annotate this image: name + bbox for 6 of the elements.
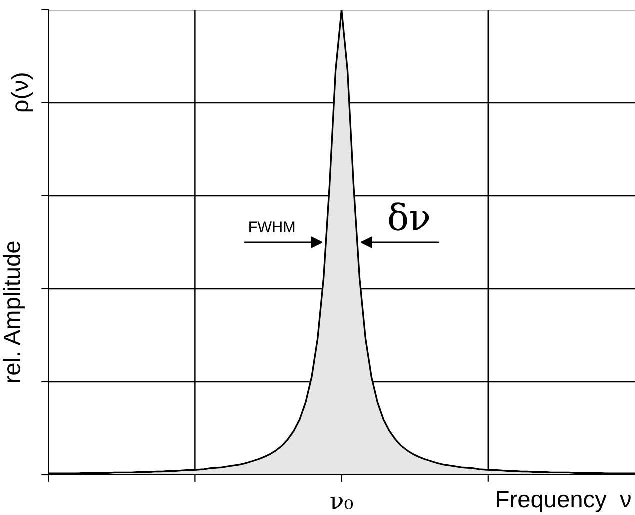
text: ρ(ν) — [11, 74, 34, 112]
annotation: δν — [389, 202, 430, 231]
x-axis-title: Frequency ν — [497, 491, 631, 512]
annotation: FWHM — [250, 222, 295, 232]
text: ν₀ — [330, 496, 354, 510]
y-axis-title: rel. Amplitude — [3, 242, 26, 382]
